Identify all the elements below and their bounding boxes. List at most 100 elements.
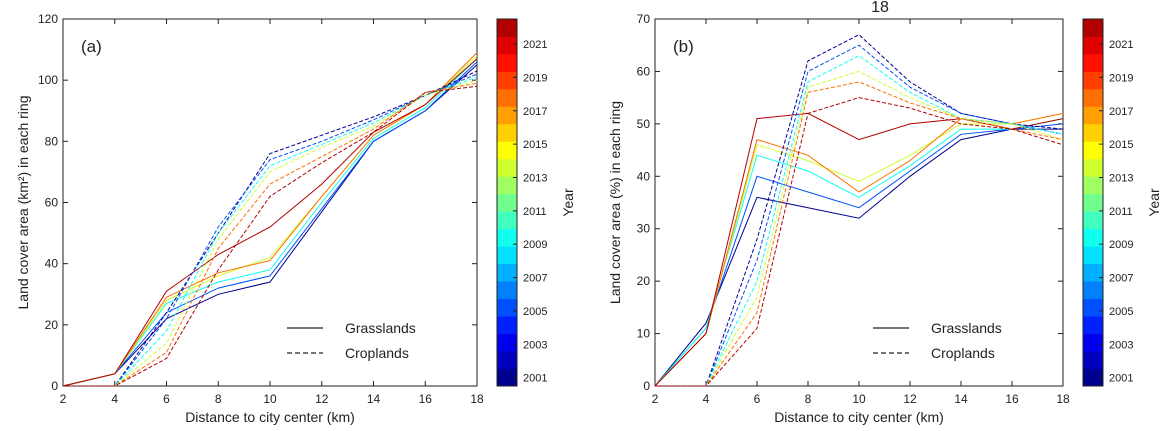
colorbar-b-tick-label: 2011 [1109,206,1133,218]
colorbar-b-tick-label: 2005 [1109,306,1133,318]
colorbar-b-color-segment [1083,193,1103,212]
colorbar-a-color-segment [497,176,517,195]
panel-b-series-line [654,112,1064,387]
panel-b-x-tick-label: 10 [852,392,866,406]
panel-b-x-tick-label: 8 [805,392,812,406]
panel-a-x-axis-label: Distance to city center (km) [185,409,355,425]
colorbar-a-tick-label: 2005 [523,306,547,318]
panel-a-x-tick-label: 12 [315,392,329,406]
colorbar-a-tick-label: 2003 [523,339,547,351]
panel-b-series-line [655,70,1064,387]
panel-b-x-tick-label: 14 [954,392,968,406]
panel-a-series-line [62,61,478,387]
colorbar-a-color-segment [497,158,517,177]
colorbar-a-color-segment [497,53,517,72]
panel-a-series-line [63,82,478,387]
colorbar-b-color-segment [1083,298,1103,317]
colorbar-b-color-segment [1083,158,1103,177]
colorbar-a-color-segment [497,71,517,90]
panel-a-legend-croplands-label: Croplands [345,345,409,361]
panel-b-y-tick-label: 20 [637,274,651,288]
panel-b-x-tick-label: 12 [903,392,917,406]
colorbar-a-tick-label: 2009 [523,239,547,251]
panel-b-y-tick-label: 50 [637,117,651,131]
colorbar-b-color-segment [1083,123,1103,142]
panel-b-x-axis-label: Distance to city center (km) [774,409,944,425]
panel-a-y-axis-label: Land cover area (km²) in each ring [15,96,31,310]
colorbar-b-color-segment [1083,88,1103,107]
panel-a-series-line [63,76,478,387]
panel-a-x-tick-label: 18 [470,392,484,406]
panel-b-series-line [655,97,1064,387]
panel-b-series-line [655,44,1064,387]
colorbar-b-tick-label: 2015 [1109,139,1133,151]
panel-a-legend-grasslands-label: Grasslands [345,320,416,336]
colorbar-b-color-segment [1083,246,1103,265]
panel-a-series-line [62,55,478,387]
colorbar-b-color-segment [1083,351,1103,369]
panel-b-x-tick-label: 4 [703,392,710,406]
panel-b-x-tick-label: 16 [1005,392,1019,406]
page-top-text: 18 [871,0,889,16]
colorbar-b-color-segment [1083,368,1103,387]
panel-a-x-tick-label: 4 [111,392,118,406]
colorbar-a-label: Year [560,188,576,217]
colorbar-a-tick-label: 2007 [523,273,547,285]
colorbar-b-color-segment [1083,263,1103,282]
panel-b-y-tick-label: 30 [637,222,651,236]
colorbar-b-tick-label: 2021 [1109,39,1133,51]
colorbar-b-tick-label: 2017 [1109,106,1133,118]
panel-a-x-tick-label: 8 [215,392,222,406]
panel-a-x-tick-label: 10 [263,392,277,406]
colorbar-b-color-segment [1083,228,1103,247]
colorbar-b-color-segment [1083,211,1103,230]
panel-a-x-tick-label: 14 [367,392,381,406]
colorbar-b-color-segment [1083,316,1103,334]
colorbar-a-color-segment [497,316,517,334]
colorbar-a-tick-label: 2019 [523,72,547,84]
panel-b-series-line [655,81,1064,387]
panel-b-y-tick-label: 70 [637,12,651,26]
panel-b: 2 4 6 8 10 12 14 16 18 0 10 20 30 40 50 60 70 (b) Distance… [607,12,1070,425]
panel-b-y-tick-label: 40 [637,169,651,183]
colorbar-a-tick-label: 2021 [523,39,547,51]
colorbar-a-tick-label: 2011 [523,206,547,218]
panel-a-series-line [63,70,478,387]
panel-a-series-line [63,85,478,387]
colorbar-a: 2001 2003 2005 2007 2009 2011 2013 2015 2017 2019… [496,18,576,387]
panel-b-series-line [654,128,1063,387]
panel-b-legend-croplands-label: Croplands [931,345,995,361]
colorbar-a-tick-label: 2013 [523,172,547,184]
panel-b-series-line [654,112,1064,387]
colorbar-b-color-segment [1083,71,1103,90]
panel-a-series-line [63,79,478,387]
colorbar-b-color-segment [1083,19,1103,37]
colorbar-b-color-segment [1083,176,1103,195]
panel-a-series-line [62,58,478,387]
panel-a-y-tick-label: 100 [38,73,58,87]
panel-b-x-tick-label: 2 [652,392,659,406]
colorbar-b-tick-label: 2001 [1109,373,1133,385]
panel-b-series-line [654,118,1064,387]
colorbar-b-color-segment [1083,141,1103,160]
panel-b-y-tick-label: 0 [643,379,650,393]
panel-a-y-tick-label: 80 [45,134,59,148]
panel-b-y-tick-label: 60 [637,64,651,78]
panel-b-panel-label: (b) [673,37,694,56]
colorbar-a-color-segment [497,333,517,352]
colorbar-a-color-segment [497,141,517,160]
panel-a-panel-label: (a) [81,37,102,56]
panel-a-y-tick-label: 20 [45,318,59,332]
colorbar-a-color-segment [497,123,517,142]
panel-a-y-tick-label: 60 [45,196,59,210]
panel-a-series-line [62,58,478,387]
colorbar-b-tick-label: 2007 [1109,273,1133,285]
panel-b-series-line [654,112,1064,387]
panel-a: 2 4 6 8 10 12 14 16 18 0 20 40 60 80 100 120 (a) Distance… [15,12,484,425]
colorbar-b-color-segment [1083,333,1103,352]
panel-a-x-tick-label: 2 [60,392,67,406]
colorbar-a-frame [496,18,518,387]
colorbar-a-color-segment [497,368,517,387]
panel-b-x-tick-label: 6 [754,392,761,406]
